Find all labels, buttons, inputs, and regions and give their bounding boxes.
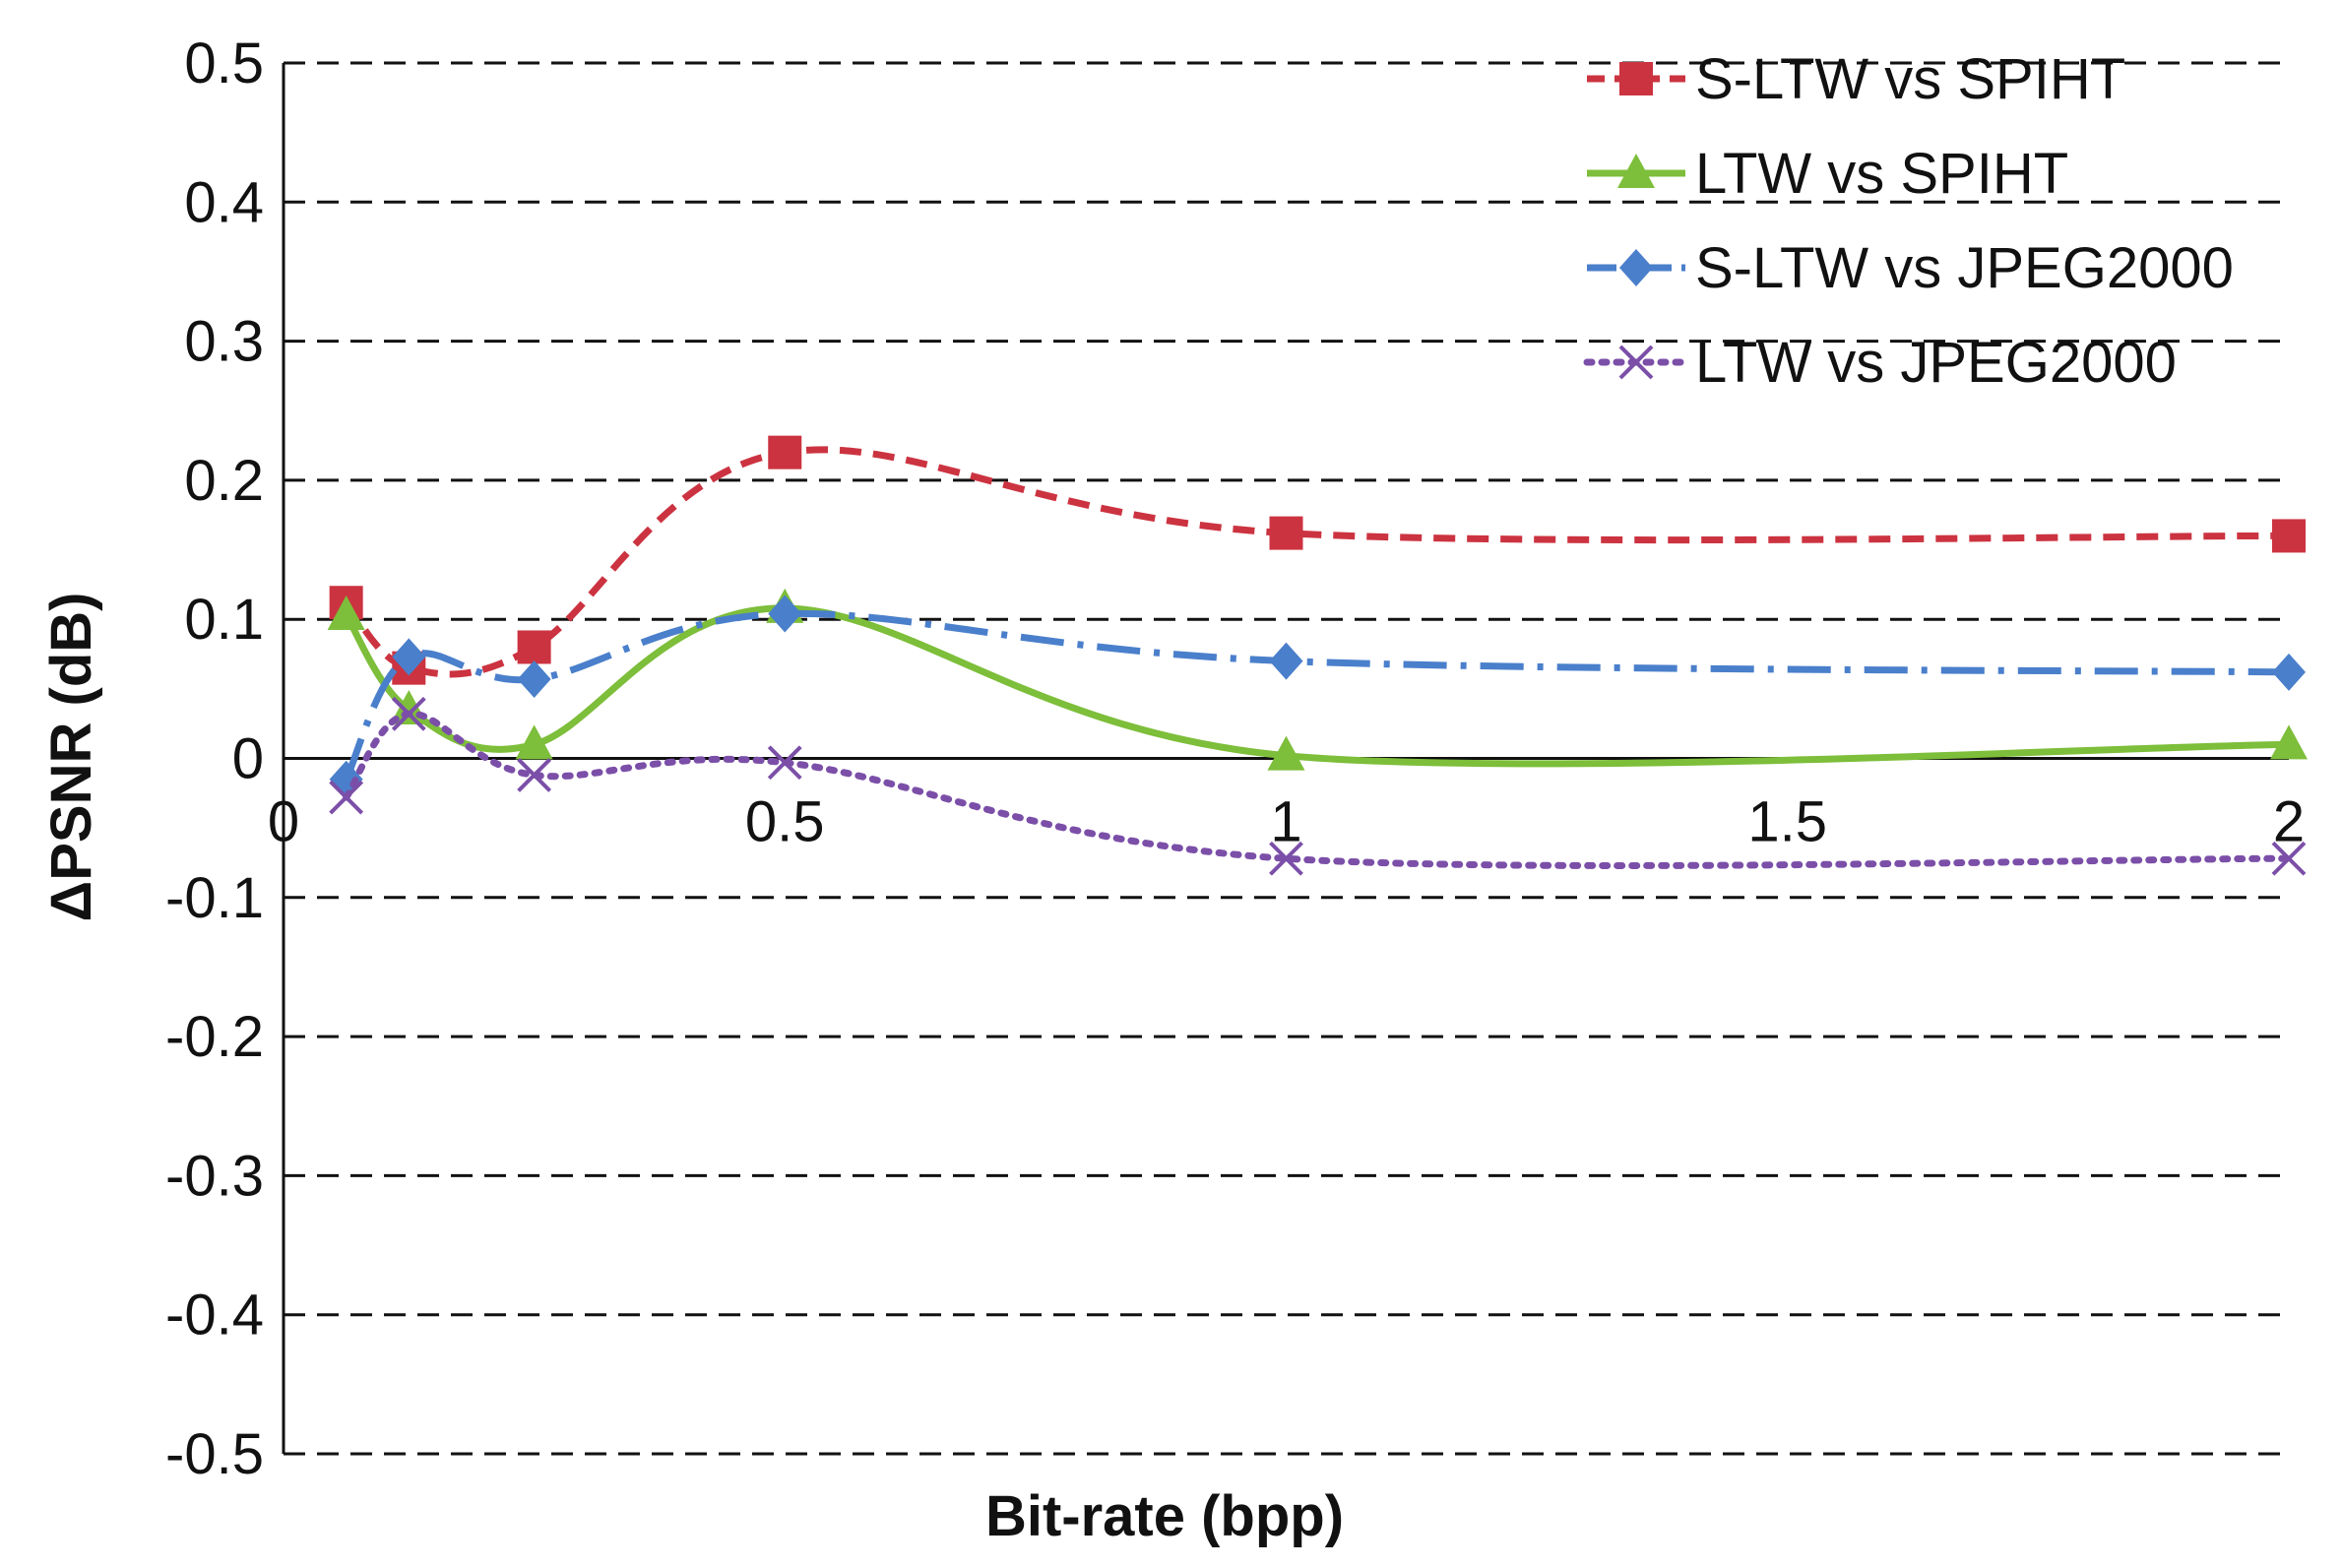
series-line-4: [343, 710, 2293, 869]
x-axis-title: Bit-rate (bpp): [985, 1484, 1344, 1548]
legend-marker: [1617, 154, 1655, 188]
data-point-series-3: [1269, 642, 1303, 680]
y-tick-label: -0.3: [165, 1144, 264, 1208]
data-point-series-1: [1269, 516, 1303, 550]
y-tick-label: -0.5: [165, 1422, 264, 1486]
data-point-series-3: [768, 595, 802, 633]
y-tick-label: 0.1: [184, 588, 264, 652]
data-point-series-2: [2270, 724, 2308, 760]
y-tick-label: -0.4: [165, 1284, 264, 1348]
legend-label: S-LTW vs JPEG2000: [1695, 236, 2234, 300]
x-tick-label: 2: [2273, 790, 2305, 854]
x-tick-label: 1.5: [1747, 790, 1827, 854]
y-tick-label: -0.1: [165, 866, 264, 930]
legend: S-LTW vs SPIHT LTW vs SPIHT S-LTW vs JPEG2…: [1583, 47, 2234, 395]
y-tick-label: -0.2: [165, 1005, 264, 1069]
y-tick-label: 0.5: [184, 31, 264, 95]
data-point-series-4: [329, 780, 364, 815]
legend-marker: [1619, 62, 1653, 95]
x-marker-stroke: [517, 758, 552, 792]
data-point-series-4: [517, 758, 552, 792]
data-point-series-2: [515, 724, 553, 760]
data-point-series-3: [2272, 653, 2306, 691]
tick-labels: 0.50.40.30.20.10-0.1-0.2-0.3-0.4-0.50 0.5…: [165, 31, 2305, 1486]
x-tick-label: 0: [268, 790, 299, 854]
data-point-series-4: [767, 745, 802, 781]
data-point-series-1: [517, 630, 551, 664]
x-tick-label: 0.5: [745, 790, 825, 854]
data-point-series-4: [391, 696, 426, 731]
x-marker-stroke: [1269, 841, 1303, 876]
plot-area: [327, 435, 2308, 876]
y-tick-label: 0.4: [184, 170, 264, 234]
x-marker-stroke: [391, 696, 426, 731]
data-point-series-3: [392, 638, 426, 676]
data-point-series-1: [768, 435, 802, 470]
data-point-series-2: [1267, 735, 1305, 771]
series-line-3: [343, 609, 2290, 782]
x-marker-stroke: [329, 780, 364, 815]
data-point-series-4: [2271, 841, 2307, 876]
x-marker-stroke: [767, 745, 802, 781]
legend-label: LTW vs SPIHT: [1695, 142, 2068, 206]
y-tick-label: 0.2: [184, 449, 264, 513]
legend-label: LTW vs JPEG2000: [1695, 331, 2177, 395]
legend-label: S-LTW vs SPIHT: [1695, 47, 2125, 111]
x-tick-label: 1: [1270, 790, 1301, 854]
series-line-1: [343, 446, 2290, 678]
x-marker-stroke: [1618, 345, 1654, 380]
data-point-series-2: [327, 595, 365, 630]
y-tick-label: 0.3: [184, 310, 264, 374]
series-line-2: [343, 604, 2290, 768]
data-point-series-3: [517, 659, 551, 698]
y-tick-label: 0: [232, 727, 264, 791]
x-marker-stroke: [2271, 841, 2307, 876]
legend-marker: [1618, 345, 1654, 380]
y-axis-title: ΔPSNR (dB): [39, 593, 103, 922]
legend-marker: [1619, 249, 1653, 286]
data-point-series-1: [2272, 519, 2306, 553]
data-point-series-4: [1269, 841, 1303, 876]
